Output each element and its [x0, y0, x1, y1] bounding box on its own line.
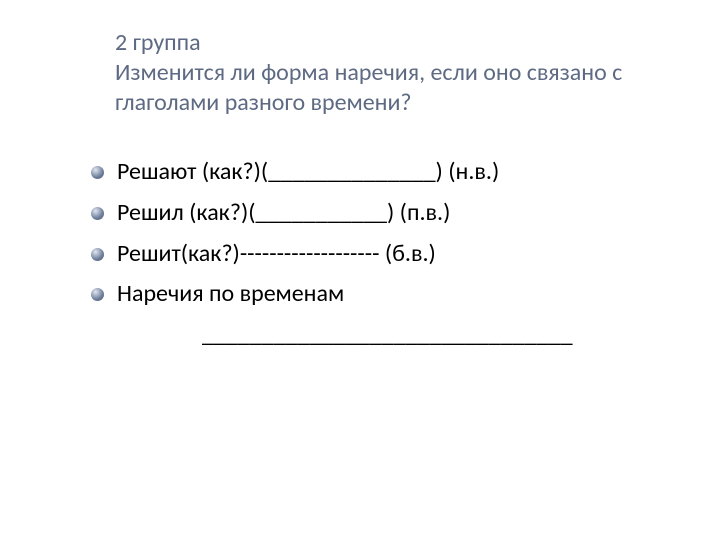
title-line1: 2 группа [115, 28, 660, 58]
continuation-line: _______________________________ [85, 318, 670, 353]
bullet-text: Решил (как?)(___________) (п.в.) [117, 198, 450, 227]
list-item: Решил (как?)(___________) (п.в.) [85, 196, 670, 231]
title-line2: Изменится ли форма наречия, если оно свя… [115, 58, 660, 118]
body-block: Решают (как?)(______________) (н.в.) Реш… [85, 155, 670, 353]
list-item: Решают (как?)(______________) (н.в.) [85, 155, 670, 190]
bullet-text: Наречия по временам [117, 279, 344, 308]
list-item: Решит(как?)------------------- (б.в.) [85, 237, 670, 272]
title-block: 2 группа Изменится ли форма наречия, есл… [115, 28, 660, 118]
bullet-list: Решают (как?)(______________) (н.в.) Реш… [85, 155, 670, 312]
slide: 2 группа Изменится ли форма наречия, есл… [0, 0, 720, 540]
bullet-text: Решит(как?)------------------- (б.в.) [117, 239, 436, 268]
list-item: Наречия по временам [85, 277, 670, 312]
bullet-text: Решают (как?)(______________) (н.в.) [117, 157, 499, 186]
